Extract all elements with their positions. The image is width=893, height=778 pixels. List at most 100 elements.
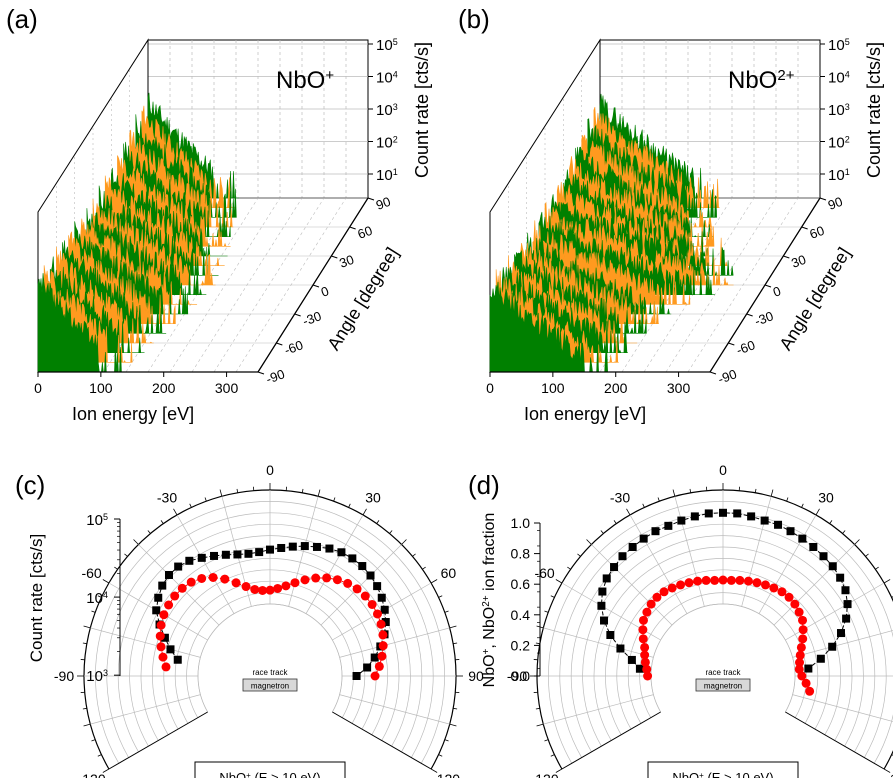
angle-tick xyxy=(294,313,301,317)
z-tick-label: 102 xyxy=(828,135,850,152)
polar-outer-tick xyxy=(842,530,846,534)
text-run: NbO xyxy=(276,67,325,94)
data-point xyxy=(352,672,361,680)
polar-outer-tick xyxy=(114,566,118,570)
data-point xyxy=(804,664,813,673)
angle-tick-label: 0 xyxy=(771,283,783,300)
spectra xyxy=(489,93,734,373)
polar-outer-tick xyxy=(348,503,351,508)
angle-tick-label: -30 xyxy=(301,308,324,329)
panel-label: (a) xyxy=(6,4,38,34)
superscript: 1 xyxy=(393,167,398,177)
data-point xyxy=(664,521,673,530)
angle-tick-label: 120 xyxy=(437,771,461,778)
polar-outer-tick xyxy=(577,553,581,557)
fraction-tick-label: 0.0 xyxy=(511,668,531,684)
data-point xyxy=(164,570,173,579)
data-point xyxy=(170,591,180,601)
legend: NbO+ (E > 10 eV)NbO2+ (E > 10 eV) xyxy=(194,761,346,778)
angle-tick xyxy=(783,255,790,259)
magnetron-label: magnetron xyxy=(704,682,742,691)
angle-tick-label: -60 xyxy=(282,337,305,358)
data-point xyxy=(277,543,286,552)
polar-outer-tick xyxy=(91,610,96,613)
z-tick-label: 104 xyxy=(828,70,850,87)
polar-outer-tick xyxy=(550,595,555,598)
polar-spoke xyxy=(561,711,661,770)
polar-outer-tick xyxy=(770,489,774,497)
polar-outer-tick xyxy=(444,610,449,613)
data-point xyxy=(640,657,650,667)
data-point xyxy=(616,644,625,653)
text-run: 10 xyxy=(376,70,393,87)
energy-tick-label: 300 xyxy=(215,380,239,396)
polar-outer-tick xyxy=(317,489,321,497)
polar-grid-circle xyxy=(197,603,343,713)
polar-outer-tick xyxy=(535,707,540,710)
polar-outer-tick xyxy=(642,503,645,508)
z-tick-label: 104 xyxy=(376,70,398,87)
data-point xyxy=(646,599,656,609)
data-point xyxy=(735,575,745,585)
polar-spoke xyxy=(288,496,319,607)
count-rate-axis-title: Count rate [cts/s] xyxy=(27,534,46,663)
data-point xyxy=(693,576,703,586)
data-point xyxy=(828,562,837,571)
panel-d-polar-ion-fraction: -120-90-60-300306090120race trackmagnetr… xyxy=(468,462,893,778)
angle-tick-label: 60 xyxy=(808,223,827,242)
data-point xyxy=(635,664,644,673)
polar-outer-tick xyxy=(865,553,869,557)
polar-spoke xyxy=(591,544,673,626)
angle-tick xyxy=(331,255,338,259)
polar-grid xyxy=(530,483,893,773)
data-point xyxy=(643,671,653,681)
polar-outer-tick xyxy=(97,754,102,757)
angle-tick-label: 30 xyxy=(818,490,834,506)
data-point xyxy=(373,582,382,591)
angle-tick-label: 30 xyxy=(365,490,381,506)
data-point xyxy=(796,642,806,652)
data-point xyxy=(164,600,174,610)
superscript: + xyxy=(325,67,334,84)
series-nbo-plus xyxy=(152,542,390,680)
energy-tick-label: 0 xyxy=(34,380,42,396)
panel-c-polar-count-rate: -120 -90 -60 -30 0 30 60 90 120 race track magnetr… xyxy=(15,462,484,778)
data-point xyxy=(380,605,389,614)
spectra xyxy=(37,92,240,373)
text-run: (E > 10 eV) xyxy=(251,770,321,778)
series-nbo-2plus xyxy=(155,572,388,681)
data-point xyxy=(244,549,253,558)
data-point xyxy=(378,641,388,651)
energy-axis-title: Ion energy [eV] xyxy=(72,404,194,424)
data-point xyxy=(358,562,367,571)
data-point xyxy=(642,607,652,617)
data-point xyxy=(281,581,291,591)
polar-outer-tick xyxy=(160,520,164,524)
fraction-axis-title: NbO+, NbO2+ ion fraction xyxy=(481,513,499,688)
polar-spoke xyxy=(741,496,772,607)
data-point xyxy=(798,534,807,543)
data-point xyxy=(312,542,321,551)
text-run: 10 xyxy=(86,590,103,607)
angle-tick xyxy=(367,197,375,201)
text-run: 10 xyxy=(828,167,845,184)
data-point xyxy=(322,573,332,583)
polar-outer-tick xyxy=(854,539,860,545)
polar-outer-tick xyxy=(133,539,139,545)
data-point xyxy=(628,542,637,551)
data-point xyxy=(652,592,662,602)
data-point xyxy=(300,575,310,585)
superscript: 2 xyxy=(845,135,850,145)
polar-outer-tick xyxy=(147,530,151,534)
data-point xyxy=(348,554,357,563)
angle-tick-label: 90 xyxy=(826,194,845,213)
fraction-tick-label: 0.8 xyxy=(511,546,531,562)
energy-tick-label: 200 xyxy=(152,380,176,396)
angle-tick xyxy=(746,313,753,317)
polar-grid-circle xyxy=(639,592,807,718)
polar-outer-tick xyxy=(376,520,380,524)
fraction-tick-label: 0.4 xyxy=(511,607,531,623)
superscript: 3 xyxy=(845,102,850,112)
superscript: 1 xyxy=(845,167,850,177)
angle-axis-title: Angle [degree] xyxy=(323,244,402,354)
